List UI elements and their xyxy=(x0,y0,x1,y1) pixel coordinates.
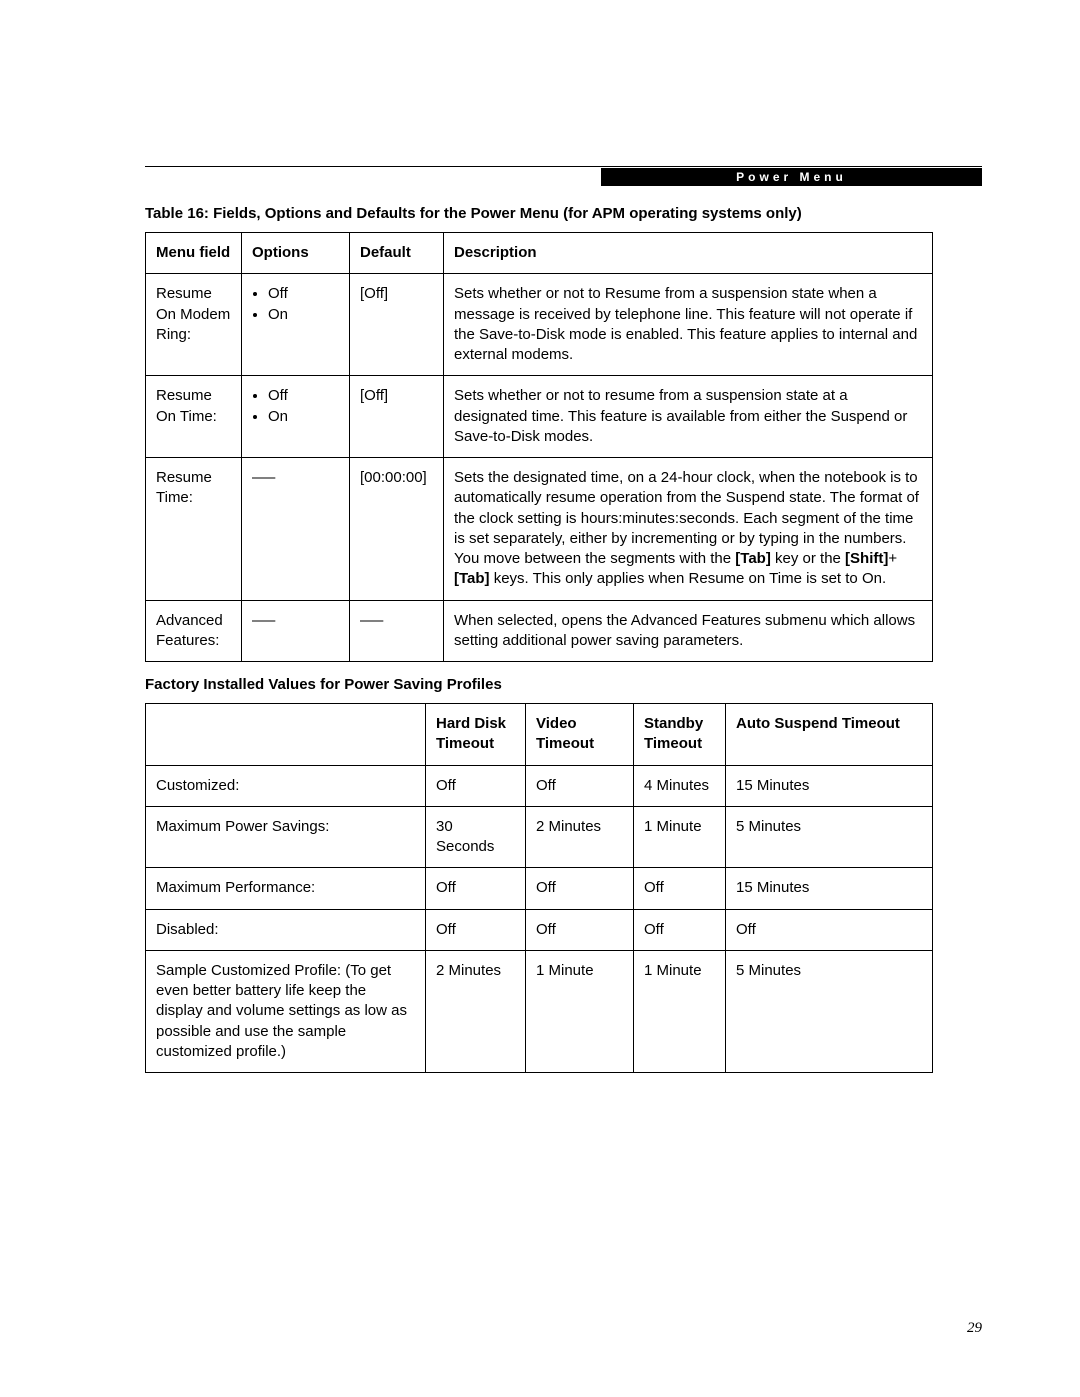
page: Power Menu Table 16: Fields, Options and… xyxy=(0,0,1080,1397)
table1: Menu field Options Default Description R… xyxy=(145,232,933,662)
dash: —– xyxy=(252,469,275,486)
table-row: Resume On Modem Ring: Off On [Off] Sets … xyxy=(146,274,933,376)
menu-field: Resume On Modem Ring: xyxy=(146,274,242,376)
menu-field: Resume On Time: xyxy=(146,376,242,458)
content: Table 16: Fields, Options and Defaults f… xyxy=(145,205,933,1073)
table-row: Sample Customized Profile: (To get even … xyxy=(146,950,933,1072)
table2-col-profile xyxy=(146,704,426,766)
table-row: Maximum Performance: Off Off Off 15 Minu… xyxy=(146,868,933,909)
standby-timeout: Off xyxy=(634,868,726,909)
table2-col-autosuspend-timeout: Auto Suspend Timeout xyxy=(726,704,933,766)
options: Off On xyxy=(242,274,350,376)
default: —– xyxy=(350,600,444,662)
description: Sets whether or not to resume from a sus… xyxy=(444,376,933,458)
top-rule xyxy=(145,166,982,167)
table-row: Resume Time: —– [00:00:00] Sets the desi… xyxy=(146,458,933,601)
table2-col-video-timeout: Video Timeout xyxy=(526,704,634,766)
standby-timeout: 1 Minute xyxy=(634,950,726,1072)
autosuspend-timeout: 15 Minutes xyxy=(726,868,933,909)
options: —– xyxy=(242,600,350,662)
hdd-timeout: Off xyxy=(426,765,526,806)
option-item: On xyxy=(268,407,339,427)
table-row: Resume On Time: Off On [Off] Sets whethe… xyxy=(146,376,933,458)
table2-header-row: Hard Disk Timeout Video Timeout Standby … xyxy=(146,704,933,766)
autosuspend-timeout: 5 Minutes xyxy=(726,950,933,1072)
profile-name: Maximum Performance: xyxy=(146,868,426,909)
table-row: Maximum Power Savings: 30 Seconds 2 Minu… xyxy=(146,806,933,868)
autosuspend-timeout: 5 Minutes xyxy=(726,806,933,868)
description: Sets the designated time, on a 24-hour c… xyxy=(444,458,933,601)
table2-col-standby-timeout: Standby Timeout xyxy=(634,704,726,766)
profile-name: Maximum Power Savings: xyxy=(146,806,426,868)
options: Off On xyxy=(242,376,350,458)
standby-timeout: 4 Minutes xyxy=(634,765,726,806)
option-item: On xyxy=(268,305,339,325)
hdd-timeout: Off xyxy=(426,868,526,909)
video-timeout: Off xyxy=(526,765,634,806)
table1-col-description: Description xyxy=(444,233,933,274)
default: [Off] xyxy=(350,274,444,376)
table2-col-hdd-timeout: Hard Disk Timeout xyxy=(426,704,526,766)
menu-field: Resume Time: xyxy=(146,458,242,601)
autosuspend-timeout: Off xyxy=(726,909,933,950)
hdd-timeout: 2 Minutes xyxy=(426,950,526,1072)
default: [00:00:00] xyxy=(350,458,444,601)
video-timeout: 2 Minutes xyxy=(526,806,634,868)
profile-name: Sample Customized Profile: (To get even … xyxy=(146,950,426,1072)
table-row: Advanced Features: —– —– When selected, … xyxy=(146,600,933,662)
table-row: Disabled: Off Off Off Off xyxy=(146,909,933,950)
profile-name: Customized: xyxy=(146,765,426,806)
hdd-timeout: Off xyxy=(426,909,526,950)
table1-col-options: Options xyxy=(242,233,350,274)
table1-caption: Table 16: Fields, Options and Defaults f… xyxy=(145,205,933,222)
menu-field: Advanced Features: xyxy=(146,600,242,662)
header-badge: Power Menu xyxy=(601,168,982,186)
dash: —– xyxy=(252,612,275,629)
standby-timeout: 1 Minute xyxy=(634,806,726,868)
autosuspend-timeout: 15 Minutes xyxy=(726,765,933,806)
table2-caption: Factory Installed Values for Power Savin… xyxy=(145,676,933,693)
table1-col-default: Default xyxy=(350,233,444,274)
video-timeout: 1 Minute xyxy=(526,950,634,1072)
description: When selected, opens the Advanced Featur… xyxy=(444,600,933,662)
option-item: Off xyxy=(268,284,339,304)
option-item: Off xyxy=(268,386,339,406)
options: —– xyxy=(242,458,350,601)
dash: —– xyxy=(360,612,383,629)
table1-col-menu-field: Menu field xyxy=(146,233,242,274)
profile-name: Disabled: xyxy=(146,909,426,950)
hdd-timeout: 30 Seconds xyxy=(426,806,526,868)
table-row: Customized: Off Off 4 Minutes 15 Minutes xyxy=(146,765,933,806)
description: Sets whether or not to Resume from a sus… xyxy=(444,274,933,376)
table2: Hard Disk Timeout Video Timeout Standby … xyxy=(145,703,933,1073)
standby-timeout: Off xyxy=(634,909,726,950)
video-timeout: Off xyxy=(526,909,634,950)
video-timeout: Off xyxy=(526,868,634,909)
table1-header-row: Menu field Options Default Description xyxy=(146,233,933,274)
default: [Off] xyxy=(350,376,444,458)
page-number: 29 xyxy=(967,1320,982,1337)
